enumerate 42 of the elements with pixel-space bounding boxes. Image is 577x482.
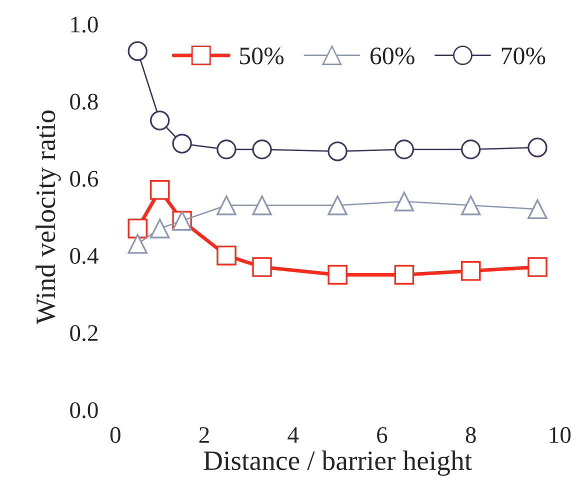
y-tick-label: 0.4 <box>70 248 98 264</box>
point <box>172 134 192 154</box>
point <box>128 218 148 238</box>
point <box>528 199 548 220</box>
point <box>460 140 481 160</box>
x-tick-label: 6 <box>377 427 388 443</box>
x-tick-label: 10 <box>550 427 571 443</box>
point <box>252 257 272 277</box>
legend-label: 50% <box>240 47 284 64</box>
point <box>394 192 414 212</box>
point <box>460 261 481 281</box>
point <box>394 140 414 160</box>
point <box>150 110 170 130</box>
y-axis-title: Wind velocity ratio <box>36 110 61 324</box>
point <box>328 195 348 216</box>
point <box>528 138 548 158</box>
x-tick-label: 8 <box>466 427 476 443</box>
point <box>216 140 236 160</box>
point <box>150 218 170 238</box>
point <box>528 257 548 277</box>
x-axis-title: Distance / barrier height <box>204 450 472 476</box>
legend-label: 60% <box>370 47 414 64</box>
point <box>216 246 236 266</box>
point <box>128 234 148 254</box>
y-tick-label: 0.2 <box>70 325 98 342</box>
x-tick-label: 4 <box>288 427 299 443</box>
point <box>128 41 148 61</box>
x-tick-label: 2 <box>199 427 209 443</box>
point <box>252 140 272 160</box>
point <box>460 195 481 216</box>
y-tick-label: 0.6 <box>70 170 98 187</box>
point <box>394 264 414 285</box>
legend-label: 70% <box>502 47 546 64</box>
x-tick-label: 0 <box>110 427 120 443</box>
point <box>216 195 236 216</box>
point <box>328 141 348 162</box>
y-tick-label: 0.8 <box>70 94 98 110</box>
y-tick-label: 1.0 <box>71 16 98 33</box>
point <box>328 264 348 285</box>
point <box>252 195 272 216</box>
point <box>150 180 170 200</box>
y-tick-label: 0.0 <box>70 402 98 418</box>
